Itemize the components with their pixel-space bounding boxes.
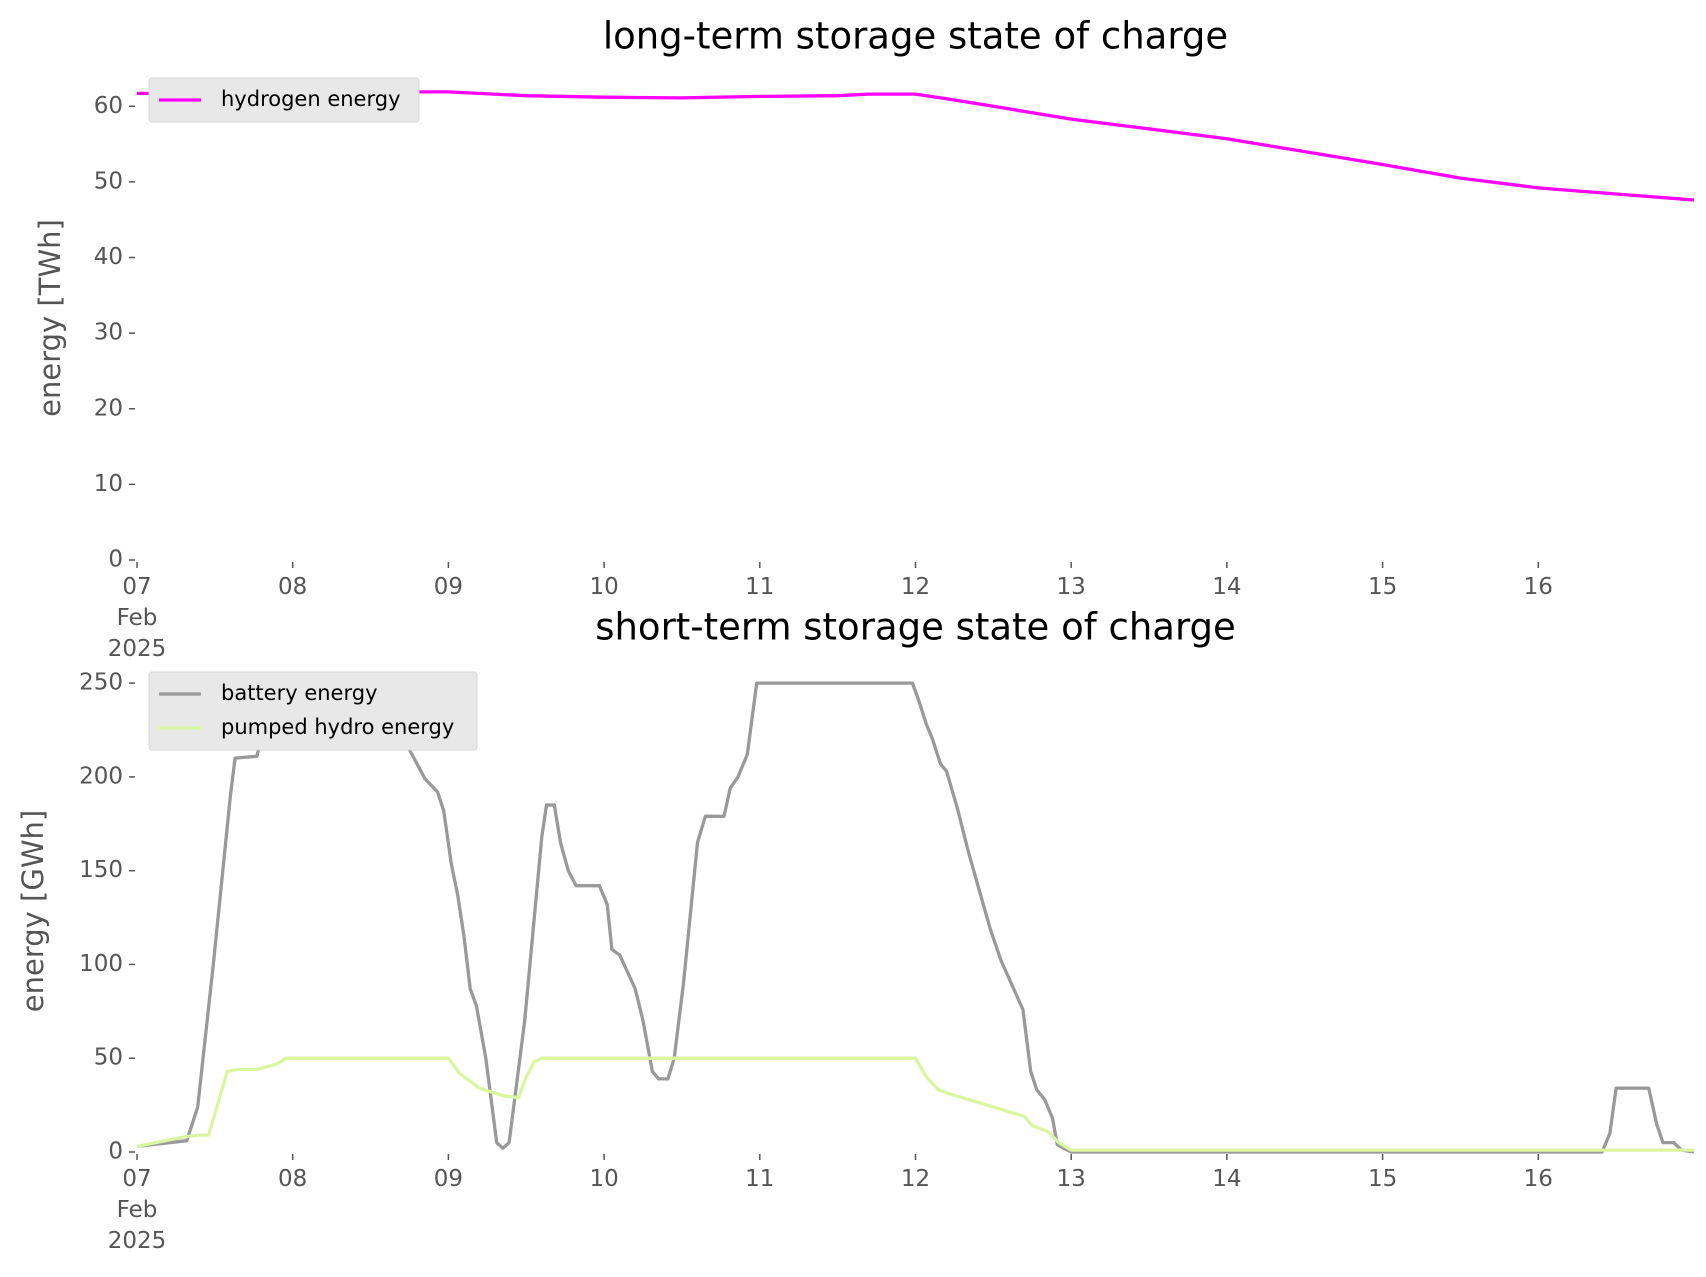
x-tick-label: 09 xyxy=(433,574,464,600)
legend-label: hydrogen energy xyxy=(221,87,401,111)
x-tick-label: 09 xyxy=(433,1166,464,1192)
x-tick-label: 10 xyxy=(589,574,619,600)
x-tick-label: 12 xyxy=(900,574,931,600)
x-tick-label: 14 xyxy=(1212,1166,1242,1192)
chart-title: short-term storage state of charge xyxy=(595,606,1236,649)
x-tick-label: 10 xyxy=(589,1166,619,1192)
x-tick-label: 13 xyxy=(1056,1166,1086,1192)
y-tick-label: 0 xyxy=(108,1139,123,1165)
y-tick-label: 50 xyxy=(94,168,123,194)
x-tick-label: 08 xyxy=(278,574,308,600)
x-tick-label: 07 Feb 2025 xyxy=(107,1166,167,1254)
y-tick-label: 200 xyxy=(79,763,123,789)
y-axis-label: energy [TWh] xyxy=(33,219,67,417)
y-tick-label: 100 xyxy=(79,951,123,977)
y-tick-label: 0 xyxy=(108,547,123,573)
y-tick-label: 60 xyxy=(94,93,123,119)
x-tick-label: 07 Feb 2025 xyxy=(107,574,167,662)
y-tick-label: 50 xyxy=(94,1045,123,1071)
x-tick-label: 16 xyxy=(1523,574,1553,600)
legend-box xyxy=(148,671,478,751)
y-tick-label: 30 xyxy=(94,320,123,346)
y-tick-label: 20 xyxy=(94,395,123,421)
x-tick-label: 13 xyxy=(1056,574,1086,600)
legend-label: battery energy xyxy=(221,681,378,705)
x-tick-label: 11 xyxy=(745,1166,775,1192)
y-tick-label: 150 xyxy=(79,857,123,883)
series-line xyxy=(137,90,1695,202)
x-tick-label: 15 xyxy=(1367,1166,1398,1192)
x-tick-label: 08 xyxy=(278,1166,308,1192)
legend-label: pumped hydro energy xyxy=(221,715,454,739)
x-tick-label: 11 xyxy=(745,574,775,600)
y-tick-label: 10 xyxy=(94,471,123,497)
series-line xyxy=(136,1056,1694,1152)
series-line xyxy=(136,681,1695,1154)
x-tick-label: 16 xyxy=(1523,1166,1553,1192)
x-tick-label: 14 xyxy=(1212,574,1242,600)
chart-title: long-term storage state of charge xyxy=(603,15,1228,58)
legend-box xyxy=(148,77,420,123)
x-tick-label: 15 xyxy=(1367,574,1398,600)
y-tick-label: 40 xyxy=(94,244,123,270)
x-tick-label: 12 xyxy=(900,1166,931,1192)
y-axis-label: energy [GWh] xyxy=(16,810,50,1012)
y-tick-label: 250 xyxy=(79,670,123,696)
